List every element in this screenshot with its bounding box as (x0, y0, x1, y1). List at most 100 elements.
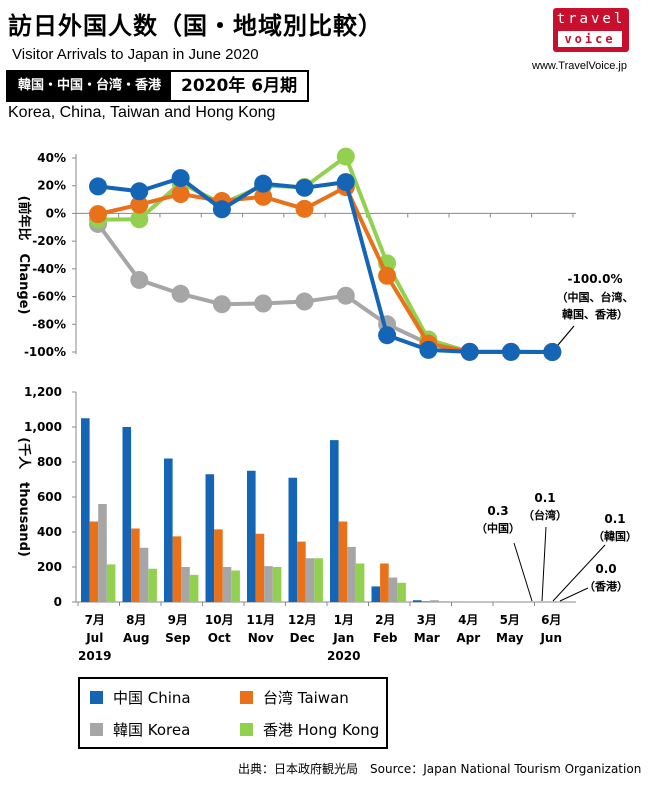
bar-taiwan (172, 536, 182, 602)
point-taiwan (171, 185, 190, 204)
page-title: 訪日外国人数（国・地域別比較） (8, 12, 383, 40)
legend-item-taiwan: 台湾 Taiwan (240, 687, 349, 708)
legend-swatch (90, 691, 103, 704)
series-taiwan (89, 178, 562, 361)
x-tick-month-en: Nov (248, 631, 274, 645)
bar-taiwan (214, 529, 223, 602)
series-line-china (97, 175, 553, 354)
x-tick-month-jp: 11月 (246, 613, 275, 627)
y-tick-label: 40% (37, 151, 66, 165)
bar-china (164, 458, 173, 602)
legend: 中国 China 台湾 Taiwan 韓国 Korea 香港 Hong Kong (78, 677, 388, 749)
bar-annotation-note: （韓国） (593, 529, 637, 543)
x-tick-month-jp: 12月 (288, 613, 317, 627)
line-annotation-value: -100.0% (568, 272, 623, 286)
legend-swatch (90, 723, 103, 736)
bar-taiwan (297, 541, 306, 602)
bar-korea (181, 567, 190, 602)
x-tick-month-jp: 5月 (500, 613, 520, 627)
x-tick-month-en: Jan (332, 631, 354, 645)
bar-korea (264, 566, 273, 602)
point-china (378, 326, 397, 345)
point-china (543, 343, 562, 361)
line-annotation-note2: 韓国、香港） (562, 307, 628, 321)
x-tick-month-en: Feb (373, 631, 398, 645)
subtitle-en: Visitor Arrivals to Japan in June 2020 (12, 46, 259, 63)
bar-korea (347, 546, 356, 602)
x-tick-month-en: Apr (456, 631, 480, 645)
bar-hongkong (355, 563, 365, 602)
point-china (419, 340, 438, 359)
series-line-korea (96, 222, 553, 354)
bar-korea (222, 567, 232, 602)
point-china (130, 182, 149, 201)
bar-hongkong (106, 564, 116, 602)
y-tick-label: 400 (37, 525, 62, 539)
y-tick-label: 0% (46, 206, 66, 220)
legend-item-korea: 韓国 Korea (90, 719, 190, 740)
bar-annotation-value: 0.1 (534, 491, 555, 505)
y-tick-label: 0 (54, 595, 62, 609)
bar-y-axis-label: (千人 thousand) (16, 437, 32, 557)
point-korea (171, 284, 190, 303)
bar-annotation-note: （香港） (584, 579, 628, 593)
bar-taiwan (255, 533, 265, 602)
period-label: 2020年 6月期 (171, 72, 308, 100)
bar-annotation-value: 0.1 (604, 512, 625, 526)
point-china (460, 342, 479, 361)
x-tick-month-en: Aug (123, 631, 149, 645)
logo-bottom-text: voice (558, 31, 622, 47)
bar-annotation: 0.1 （韓国） (552, 512, 637, 602)
point-china (89, 177, 107, 196)
line-y-axis-label: (前年比 Change) (16, 196, 32, 315)
point-korea (212, 295, 231, 314)
x-tick-month-jp: 10月 (205, 613, 234, 627)
site-url: www.TravelVoice.jp (532, 60, 627, 72)
bar-taiwan (421, 601, 431, 602)
yoy-change-line-chart: 40% 20% 0% -20% -40% -60% -80% -100% (前年比 Change… (16, 147, 634, 361)
point-china (295, 178, 314, 197)
bar-china (122, 427, 132, 602)
point-korea (254, 294, 273, 313)
bar-series-taiwan (89, 521, 555, 602)
bar-annotation: 0.3 （中国） (476, 504, 533, 602)
point-china (212, 200, 231, 219)
x-tick-month-en: Jun (539, 631, 562, 645)
bar-annotation-leader (513, 542, 533, 602)
bar-hongkong (397, 582, 406, 602)
bar-taiwan (338, 521, 348, 602)
bar-taiwan (131, 528, 140, 602)
bar-annotation-leader (541, 526, 547, 602)
y-tick-label: 1,200 (24, 385, 62, 399)
legend-swatch (240, 691, 253, 704)
bar-hongkong (189, 574, 199, 602)
x-tick-month-en: Sep (165, 631, 191, 645)
x-tick-month-en: Mar (414, 631, 440, 645)
bar-china (330, 440, 339, 602)
y-tick-label: -20% (32, 234, 66, 248)
x-tick-month-en: Dec (290, 631, 315, 645)
bar-china (205, 474, 215, 602)
bar-korea (388, 577, 398, 602)
bar-hongkong (148, 568, 157, 602)
line-annotation-leader (557, 325, 575, 346)
x-tick-month-jp: 8月 (126, 613, 146, 627)
point-korea (295, 292, 314, 311)
series-korea (89, 214, 562, 361)
point-korea (336, 286, 355, 305)
bar-series-hongkong (106, 558, 531, 602)
y-tick-label: -60% (32, 290, 66, 304)
x-tick-month-jp: 2月 (375, 613, 395, 627)
arrivals-bar-chart: 1,200 1,000 800 600 400 200 0 (千人 thousand) 7月 Ju… (16, 385, 637, 663)
series-line-taiwan (97, 184, 553, 354)
x-tick-month-en: May (496, 631, 524, 645)
y-tick-label: -80% (32, 317, 66, 331)
logo-top-text: travel (556, 11, 626, 27)
bar-annotation-leader (552, 544, 606, 602)
y-tick-label: 800 (37, 455, 62, 469)
x-tick-month-en: Oct (208, 631, 231, 645)
legend-label: 韓国 Korea (113, 721, 191, 739)
x-tick-year: 2020 (327, 649, 360, 663)
bar-korea (139, 547, 149, 602)
region-label-en: Korea, China, Taiwan and Hong Kong (8, 104, 276, 121)
